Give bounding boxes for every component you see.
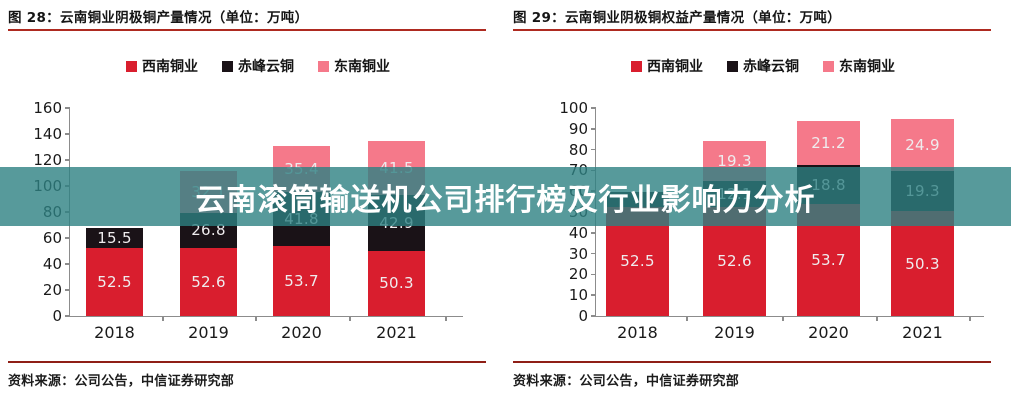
bar-segment: 15.5 xyxy=(86,227,143,248)
legend-swatch xyxy=(631,60,642,72)
legend-item: 西南铜业 xyxy=(126,56,198,76)
source-rule xyxy=(513,361,991,363)
y-axis-label: 100 xyxy=(559,99,588,117)
y-tick xyxy=(65,263,70,265)
y-tick xyxy=(591,107,596,109)
source-note: 资料来源：公司公告，中信证券研究部 xyxy=(8,374,235,389)
y-axis-label: 160 xyxy=(33,99,62,117)
y-tick xyxy=(591,273,596,276)
y-tick xyxy=(591,315,596,317)
legend-label: 西南铜业 xyxy=(647,59,703,75)
y-tick xyxy=(591,148,596,151)
y-tick xyxy=(65,315,70,317)
bar-value-label: 19.3 xyxy=(717,152,752,171)
bar-segment: 50.3 xyxy=(368,250,425,316)
bar-segment: 52.5 xyxy=(86,247,143,316)
x-category-label: 2021 xyxy=(902,323,943,342)
y-tick xyxy=(591,294,596,296)
chart-legend: 西南铜业 赤峰云铜 东南铜业 xyxy=(553,56,973,76)
x-tick xyxy=(876,316,878,321)
bar-value-label: 24.9 xyxy=(905,136,940,155)
x-category-label: 2019 xyxy=(714,323,755,342)
bar-value-label: 53.7 xyxy=(811,251,846,270)
y-axis-label: 40 xyxy=(42,255,62,273)
bar-value-label: 52.5 xyxy=(620,252,655,271)
y-tick xyxy=(65,237,70,239)
y-tick xyxy=(65,107,70,109)
legend-swatch xyxy=(318,60,329,72)
chart-title: 图 28：云南铜业阴极铜产量情况（单位：万吨） xyxy=(8,10,309,26)
y-axis-label: 0 xyxy=(52,307,62,325)
legend-item: 赤峰云铜 xyxy=(727,56,799,76)
y-tick xyxy=(591,232,596,234)
banner-title: 云南滚筒输送机公司排行榜及行业影响力分析 xyxy=(195,182,816,218)
y-axis-label: 0 xyxy=(578,307,588,325)
y-axis-label: 60 xyxy=(42,229,62,247)
legend-label: 西南铜业 xyxy=(142,59,198,75)
x-category-label: 2020 xyxy=(808,323,849,342)
bar-value-label: 53.7 xyxy=(284,272,319,291)
bar-segment: 53.7 xyxy=(273,246,330,316)
y-axis-label: 30 xyxy=(568,244,588,263)
bar-value-label: 50.3 xyxy=(905,254,940,273)
bar-value-label: 15.5 xyxy=(97,228,132,247)
legend-label: 东南铜业 xyxy=(839,59,895,75)
bar-value-label: 50.3 xyxy=(379,274,414,293)
x-category-label: 2018 xyxy=(617,323,658,342)
source-rule xyxy=(8,361,486,363)
bar-value-label: 52.5 xyxy=(97,272,132,291)
x-tick xyxy=(782,316,784,321)
y-tick xyxy=(591,128,596,130)
legend-swatch xyxy=(222,60,233,72)
x-category-label: 2020 xyxy=(281,323,322,342)
y-axis-label: 40 xyxy=(568,223,588,242)
x-category-label: 2021 xyxy=(376,323,417,342)
x-tick xyxy=(349,316,351,321)
x-tick xyxy=(686,316,688,321)
y-axis-label: 120 xyxy=(33,151,62,169)
legend-item: 西南铜业 xyxy=(631,56,703,76)
legend-swatch xyxy=(823,60,834,72)
bar-segment: 21.2 xyxy=(797,121,860,166)
legend-item: 赤峰云铜 xyxy=(222,56,294,76)
y-axis-label: 80 xyxy=(568,140,588,159)
title-rule xyxy=(513,29,991,31)
chart-legend: 西南铜业 赤峰云铜 东南铜业 xyxy=(48,56,468,76)
chart-title: 图 29：云南铜业阴极铜权益产量情况（单位：万吨） xyxy=(513,10,841,26)
bar-value-label: 52.6 xyxy=(191,272,226,291)
y-tick xyxy=(65,133,70,135)
legend-label: 赤峰云铜 xyxy=(238,59,294,75)
bar-segment: 50.3 xyxy=(891,211,954,316)
x-category-label: 2018 xyxy=(94,323,135,342)
legend-swatch xyxy=(727,60,738,72)
legend-swatch xyxy=(126,60,137,72)
legend-item: 东南铜业 xyxy=(318,56,390,76)
y-axis-label: 90 xyxy=(568,119,588,138)
x-tick xyxy=(255,316,257,321)
source-note: 资料来源：公司公告，中信证券研究部 xyxy=(513,374,740,389)
legend-label: 赤峰云铜 xyxy=(743,59,799,75)
y-axis-label: 140 xyxy=(33,125,62,143)
x-tick xyxy=(162,316,164,321)
legend-label: 东南铜业 xyxy=(334,59,390,75)
y-axis-label: 10 xyxy=(568,286,588,305)
x-tick xyxy=(969,316,971,321)
x-category-label: 2019 xyxy=(188,323,229,342)
y-tick xyxy=(591,252,596,255)
title-rule xyxy=(8,29,486,31)
bar-segment: 52.6 xyxy=(180,247,237,316)
y-axis-label: 20 xyxy=(42,281,62,299)
bar-value-label: 52.6 xyxy=(717,252,752,271)
x-tick xyxy=(445,316,447,321)
y-tick xyxy=(65,289,70,291)
y-axis-label: 20 xyxy=(568,265,588,284)
y-tick xyxy=(65,159,70,161)
bar-value-label: 21.2 xyxy=(811,134,846,153)
legend-item: 东南铜业 xyxy=(823,56,895,76)
bar-segment: 24.9 xyxy=(891,119,954,172)
title-banner-overlay: 云南滚筒输送机公司排行榜及行业影响力分析 xyxy=(0,167,1011,226)
